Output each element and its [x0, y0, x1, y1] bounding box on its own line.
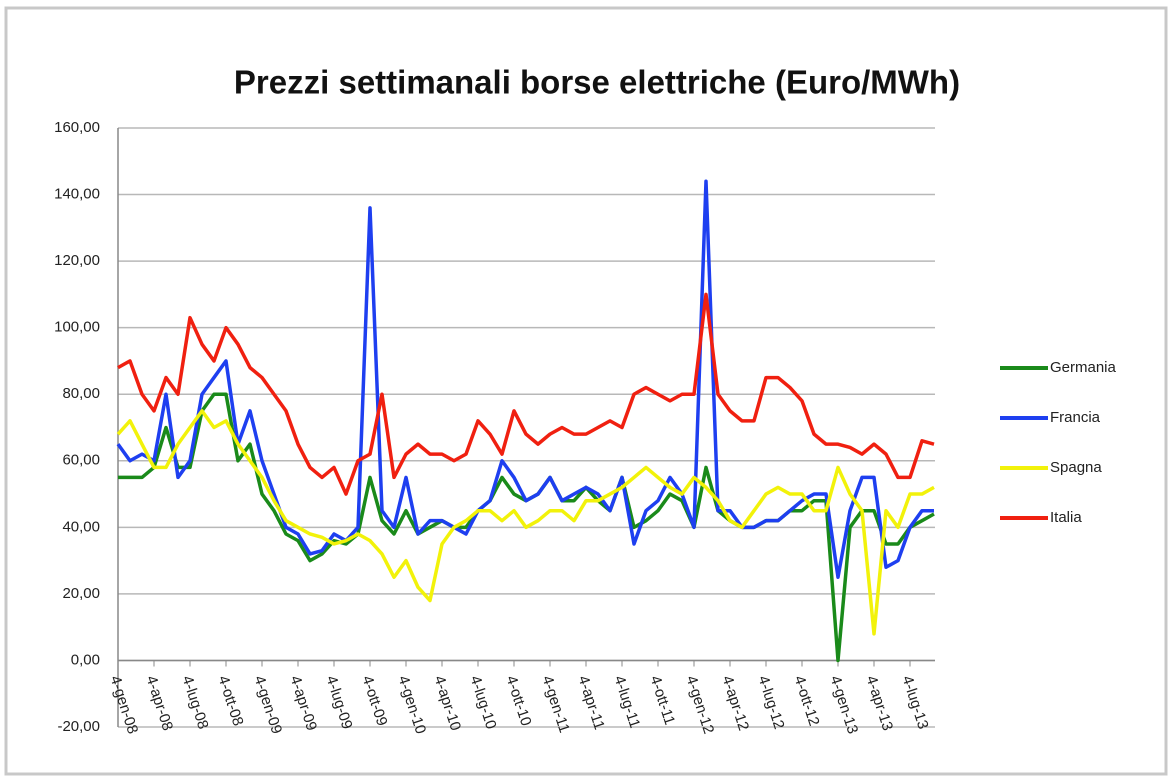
- y-tick-label: 160,00: [54, 119, 100, 136]
- y-tick-label: 20,00: [62, 585, 100, 602]
- y-tick-label: -20,00: [57, 718, 100, 735]
- chart-frame: [4, 6, 1168, 776]
- legend-label: Francia: [1050, 409, 1101, 426]
- y-tick-label: 0,00: [71, 651, 100, 668]
- series-line: [117, 292, 935, 496]
- legend-label: Italia: [1050, 509, 1082, 526]
- y-tick-label: 140,00: [54, 186, 100, 203]
- y-tick-label: 120,00: [54, 252, 100, 269]
- series-line: [116, 179, 934, 579]
- y-tick-label: 60,00: [62, 452, 100, 469]
- y-tick-label: 100,00: [54, 319, 100, 336]
- y-tick-label: 40,00: [62, 518, 100, 535]
- y-tick-label: 80,00: [62, 385, 100, 402]
- legend-label: Spagna: [1050, 459, 1102, 476]
- legend-label: Germania: [1050, 359, 1117, 376]
- chart-title: Prezzi settimanali borse elettriche (Eur…: [234, 64, 960, 101]
- series-line: [116, 409, 935, 636]
